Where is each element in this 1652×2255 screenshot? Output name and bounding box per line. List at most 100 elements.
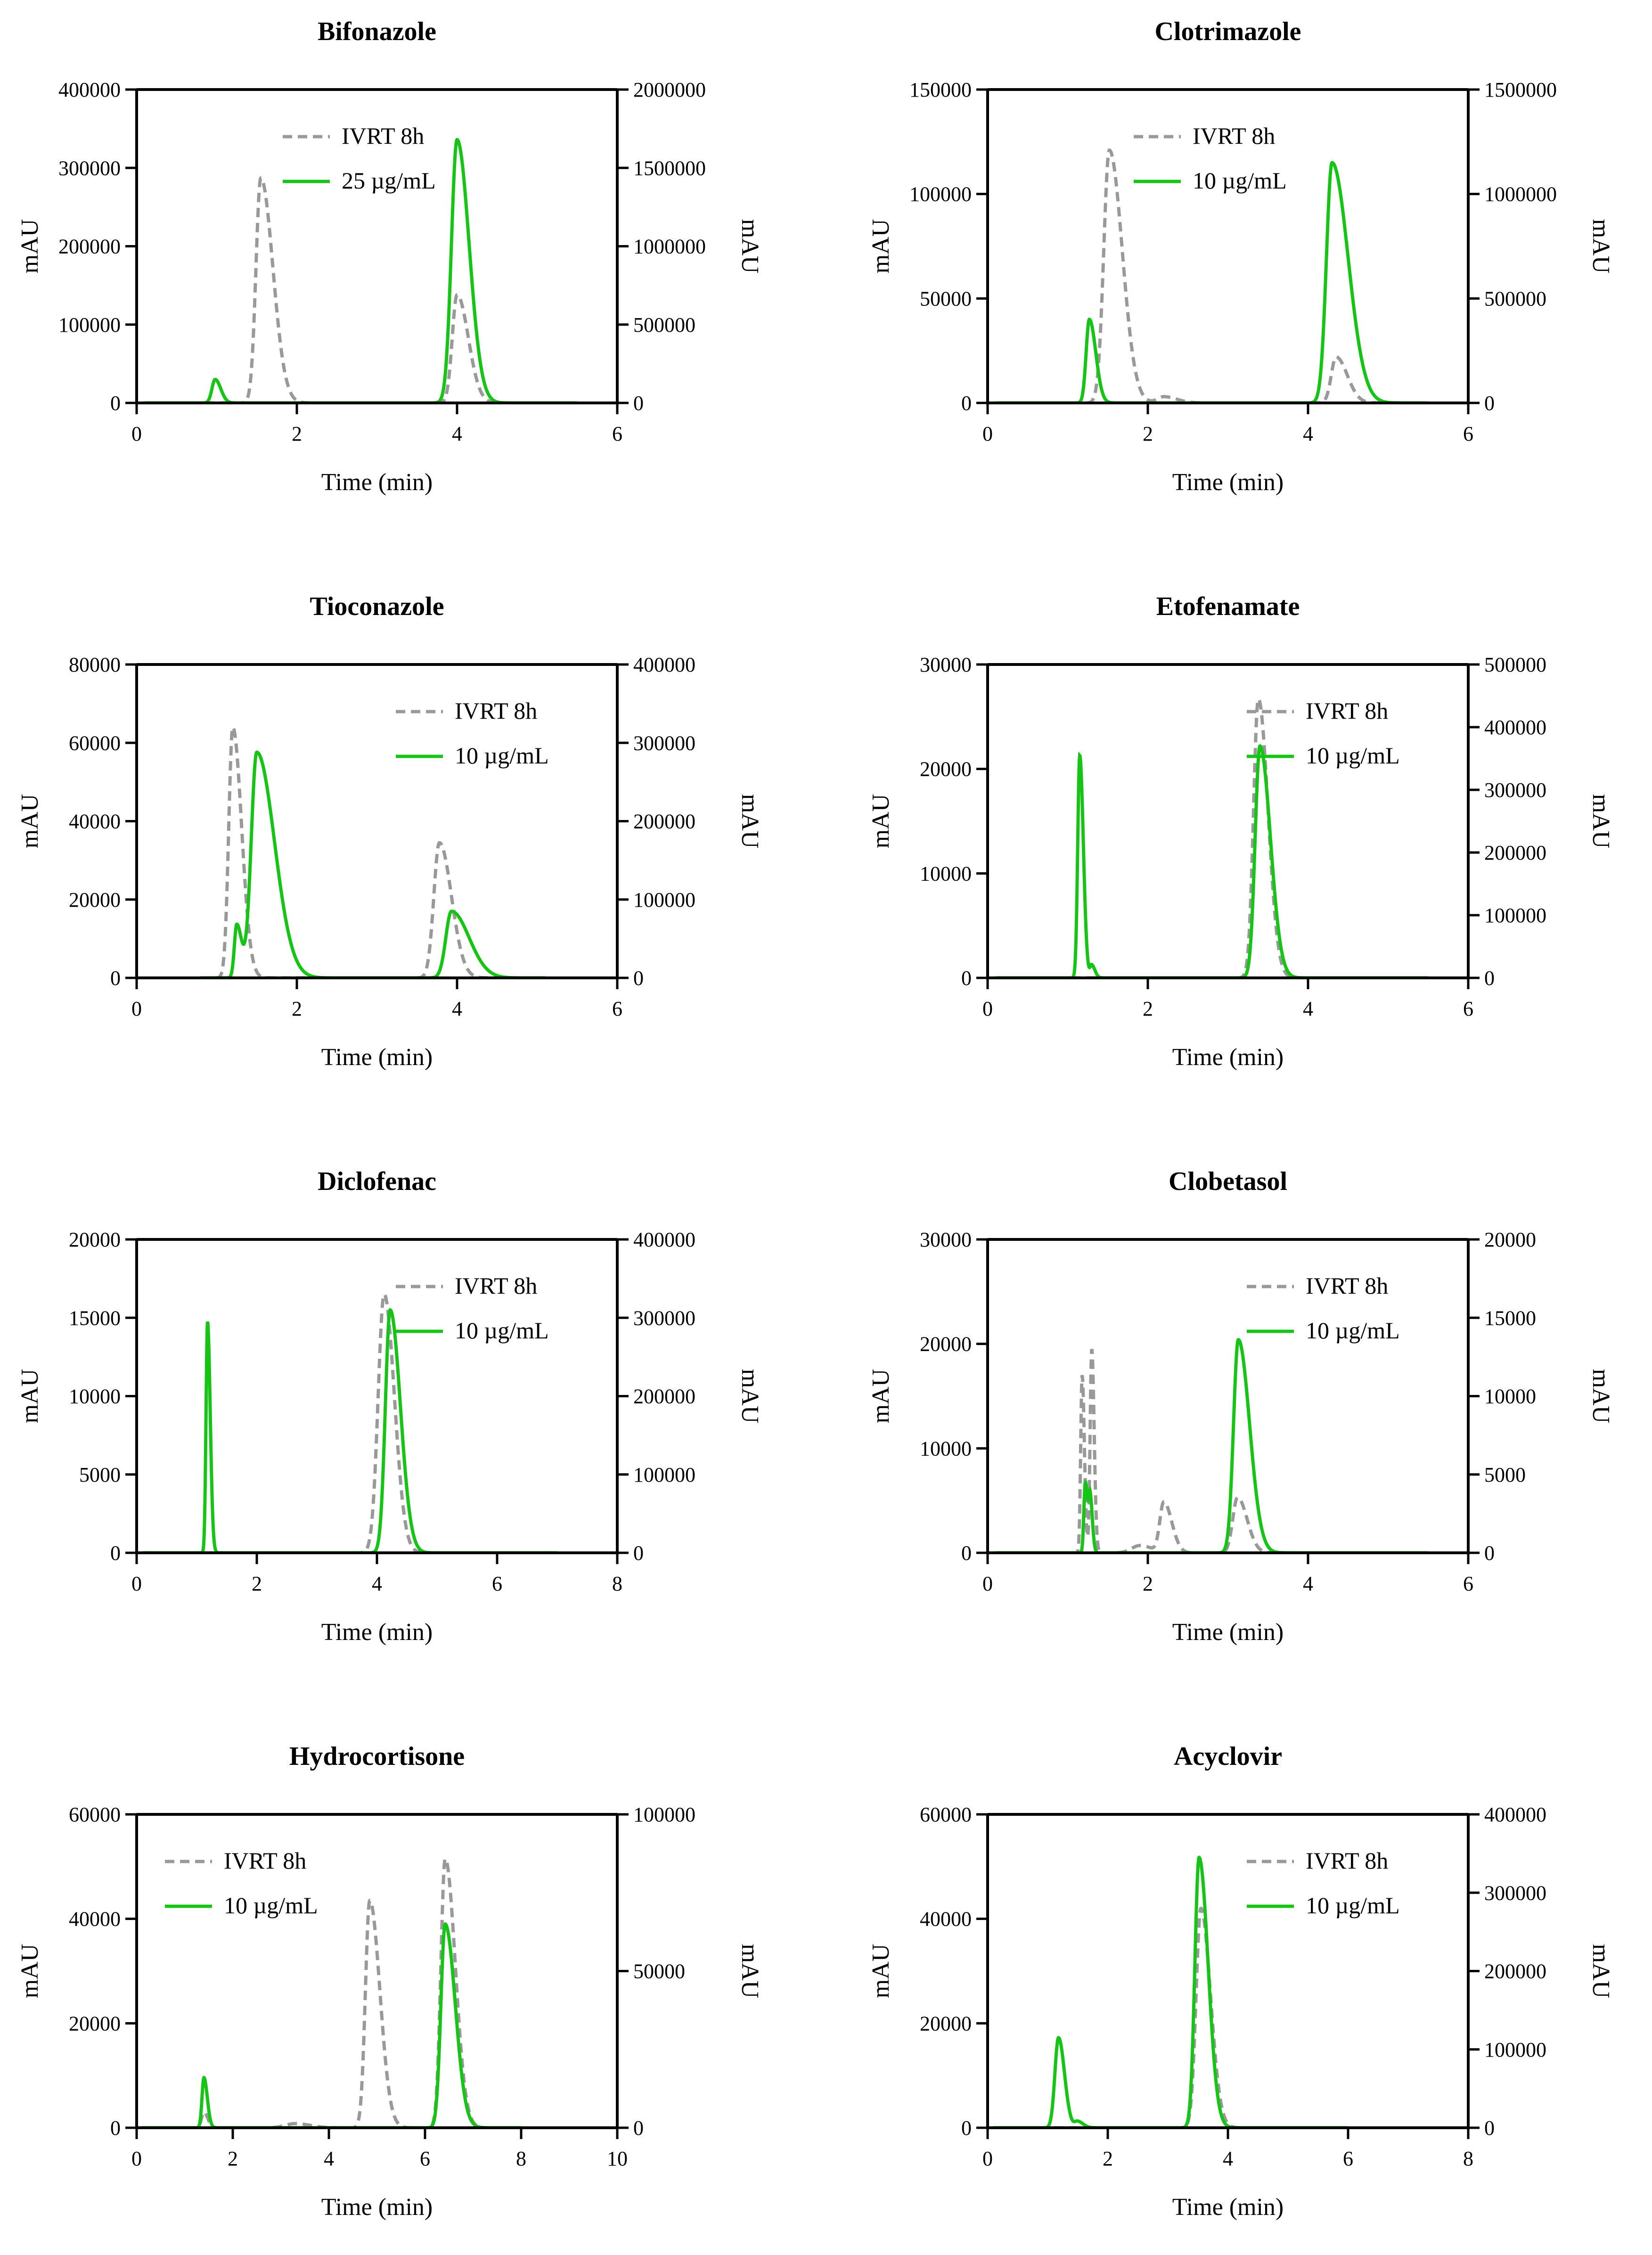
y-tick-label-right: 1500000 bbox=[1484, 78, 1557, 101]
y-tick-label-left: 10000 bbox=[920, 1437, 972, 1460]
y-tick-label-left: 5000 bbox=[79, 1463, 121, 1486]
chart-panel-bifonazole: Bifonazole 0 2 4 6 0 100000 200000 300000 400000 0… bbox=[0, 0, 801, 530]
chart-title: Etofenamate bbox=[1156, 592, 1300, 621]
series-ivrt-line bbox=[996, 697, 1428, 978]
x-axis-label: Time (min) bbox=[321, 1619, 433, 1646]
series-standard-line bbox=[996, 1337, 1428, 1553]
y-tick-label-left: 150000 bbox=[909, 78, 972, 101]
y-tick-label-right: 200000 bbox=[633, 810, 695, 833]
legend-label-ivrt: IVRT 8h bbox=[1306, 1272, 1388, 1299]
y-tick-label-right: 0 bbox=[1484, 967, 1495, 990]
x-axis-label: Time (min) bbox=[321, 2194, 433, 2221]
x-tick-label: 2 bbox=[1103, 2147, 1113, 2170]
x-tick-label: 0 bbox=[982, 2147, 993, 2170]
legend-label-ivrt: IVRT 8h bbox=[455, 1272, 537, 1299]
y-tick-label-right: 300000 bbox=[633, 1306, 695, 1329]
y-axis-label-right: mAU bbox=[736, 1369, 763, 1424]
y-tick-label-right: 100000 bbox=[633, 888, 695, 911]
y-axis-label-left: mAU bbox=[867, 794, 894, 849]
x-tick-label: 8 bbox=[516, 2147, 526, 2170]
series-standard-line bbox=[142, 1308, 557, 1553]
x-tick-label: 0 bbox=[131, 1572, 142, 1595]
x-tick-label: 2 bbox=[228, 2147, 238, 2170]
y-tick-label-left: 60000 bbox=[69, 1803, 121, 1826]
chart-title: Tioconazole bbox=[310, 592, 444, 621]
chart-title: Clotrimazole bbox=[1155, 17, 1301, 46]
x-tick-label: 4 bbox=[452, 997, 462, 1020]
y-tick-label-left: 0 bbox=[110, 967, 121, 990]
y-tick-label-right: 2000000 bbox=[633, 78, 706, 101]
y-tick-label-left: 40000 bbox=[920, 1908, 972, 1931]
y-tick-label-left: 200000 bbox=[58, 235, 121, 258]
legend-label-ivrt: IVRT 8h bbox=[1306, 1847, 1388, 1874]
x-tick-label: 2 bbox=[292, 422, 302, 445]
legend-label-standard: 10 µg/mL bbox=[1193, 167, 1287, 194]
legend-label-standard: 10 µg/mL bbox=[1306, 742, 1400, 769]
y-tick-label-right: 0 bbox=[1484, 392, 1495, 415]
y-tick-label-left: 20000 bbox=[920, 1333, 972, 1356]
y-tick-label-left: 0 bbox=[961, 1542, 972, 1565]
chart-panel-tioconazole: Tioconazole 0 2 4 6 0 20000 40000 60000 80000 0 100… bbox=[0, 575, 801, 1105]
y-tick-label-left: 30000 bbox=[920, 1228, 972, 1251]
series-standard-line bbox=[996, 744, 1428, 978]
legend-label-ivrt: IVRT 8h bbox=[1193, 123, 1275, 149]
x-tick-label: 6 bbox=[1343, 2147, 1353, 2170]
y-tick-label-right: 15000 bbox=[1484, 1306, 1536, 1329]
y-tick-label-left: 20000 bbox=[69, 888, 121, 911]
x-tick-label: 0 bbox=[982, 1572, 993, 1595]
x-tick-label: 0 bbox=[982, 422, 993, 445]
y-tick-label-right: 100000 bbox=[633, 1463, 695, 1486]
y-tick-label-left: 40000 bbox=[69, 1908, 121, 1931]
legend-label-ivrt: IVRT 8h bbox=[224, 1847, 306, 1874]
y-tick-label-right: 10000 bbox=[1484, 1385, 1536, 1408]
chart-panel-diclofenac: Diclofenac 0 2 4 6 8 0 5000 10000 15000 20000 0 1000… bbox=[0, 1150, 801, 1680]
y-axis-label-left: mAU bbox=[16, 1369, 43, 1424]
legend-label-standard: 25 µg/mL bbox=[342, 167, 436, 194]
x-tick-label: 0 bbox=[131, 422, 142, 445]
series-standard-line bbox=[201, 750, 545, 978]
x-tick-label: 0 bbox=[982, 997, 993, 1020]
y-tick-label-left: 15000 bbox=[69, 1306, 121, 1329]
series-ivrt-line bbox=[141, 1856, 521, 2128]
y-tick-label-right: 0 bbox=[633, 392, 644, 415]
y-tick-label-right: 200000 bbox=[1484, 841, 1546, 864]
x-tick-label: 2 bbox=[292, 997, 302, 1020]
y-tick-label-left: 100000 bbox=[58, 313, 121, 336]
y-tick-label-left: 0 bbox=[961, 967, 972, 990]
y-tick-label-left: 0 bbox=[961, 2116, 972, 2140]
chart-panel-etofenamate: Etofenamate 0 2 4 6 0 10000 20000 30000 0 100000 20… bbox=[851, 575, 1652, 1105]
y-tick-label-right: 0 bbox=[633, 1542, 644, 1565]
legend-label-standard: 10 µg/mL bbox=[455, 742, 549, 769]
y-tick-label-right: 100000 bbox=[1484, 2038, 1546, 2061]
y-tick-label-left: 30000 bbox=[920, 653, 972, 676]
y-tick-label-left: 60000 bbox=[920, 1803, 972, 1826]
x-tick-label: 2 bbox=[1143, 422, 1153, 445]
y-tick-label-right: 500000 bbox=[1484, 287, 1546, 310]
x-tick-label: 6 bbox=[1463, 422, 1473, 445]
chart-panel-clotrimazole: Clotrimazole 0 2 4 6 0 50000 100000 150000 0 50000… bbox=[851, 0, 1652, 530]
x-axis-label: Time (min) bbox=[321, 469, 433, 496]
chart-panel-acyclovir: Acyclovir 0 2 4 6 8 0 20000 40000 60000 0 100000 200… bbox=[851, 1725, 1652, 2255]
x-tick-label: 6 bbox=[612, 997, 622, 1020]
y-tick-label-right: 0 bbox=[1484, 2116, 1495, 2140]
y-tick-label-left: 50000 bbox=[920, 287, 972, 310]
legend-label-standard: 10 µg/mL bbox=[224, 1892, 318, 1919]
y-tick-label-right: 0 bbox=[633, 967, 644, 990]
y-tick-label-left: 0 bbox=[110, 2116, 121, 2140]
y-tick-label-right: 100000 bbox=[633, 1803, 695, 1826]
y-tick-label-right: 1000000 bbox=[633, 235, 706, 258]
x-tick-label: 6 bbox=[1463, 997, 1473, 1020]
y-axis-label-left: mAU bbox=[867, 219, 894, 274]
y-axis-label-right: mAU bbox=[1587, 219, 1614, 274]
x-tick-label: 4 bbox=[1303, 997, 1313, 1020]
x-tick-label: 0 bbox=[131, 2147, 142, 2170]
y-axis-label-right: mAU bbox=[736, 219, 763, 274]
y-tick-label-right: 400000 bbox=[633, 653, 695, 676]
y-tick-label-right: 400000 bbox=[633, 1228, 695, 1251]
